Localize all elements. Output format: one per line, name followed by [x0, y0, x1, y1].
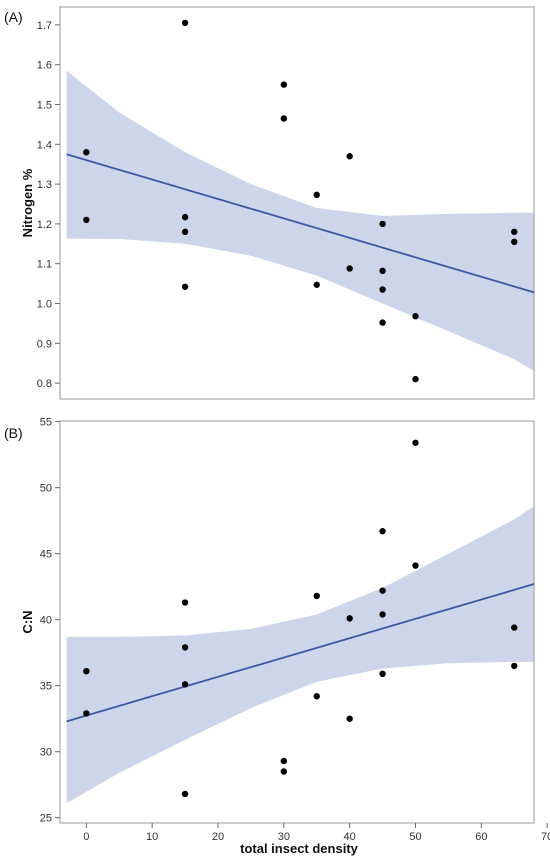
x-tick-label: 0	[83, 831, 89, 843]
y-tick-label: 35	[40, 681, 52, 693]
y-axis-title: C:N	[20, 610, 35, 633]
data-points	[83, 439, 518, 798]
y-tick-label: 1.2	[37, 219, 52, 231]
data-point	[379, 267, 386, 275]
y-tick-label: 1.1	[37, 259, 52, 271]
y-tick-label: 40	[40, 615, 52, 627]
data-point	[379, 286, 386, 293]
y-tick-label: 25	[40, 813, 52, 825]
y-tick-label: 1.6	[37, 60, 52, 72]
x-axis: 0 10 20 30 40 50 60 70	[83, 823, 550, 843]
y-tick-label: 0.8	[37, 378, 52, 390]
data-point	[511, 662, 518, 670]
data-point	[379, 528, 386, 535]
data-point	[280, 81, 288, 88]
data-point	[181, 19, 189, 27]
y-tick-label: 55	[40, 417, 52, 429]
data-point	[83, 667, 90, 675]
y-tick-label: 1.5	[37, 100, 52, 112]
regression-line	[66, 153, 535, 294]
data-point	[379, 670, 386, 678]
data-point	[280, 768, 288, 775]
data-point	[181, 228, 189, 236]
data-point	[313, 592, 320, 600]
y-axis: 0.8 0.9 1.0 1.1 1.2 1.3 1.4 1.5 1.6 1.7	[37, 20, 60, 390]
data-point	[412, 562, 419, 569]
panel-b-label: (B)	[4, 425, 23, 441]
data-point	[280, 757, 288, 765]
data-point	[346, 265, 353, 272]
data-point	[412, 439, 419, 446]
y-tick-label: 1.0	[37, 298, 52, 310]
data-point	[83, 216, 90, 224]
data-point	[83, 710, 90, 717]
data-point	[379, 587, 386, 594]
data-point	[379, 319, 386, 326]
data-point	[511, 624, 518, 631]
x-tick-label: 60	[475, 831, 487, 843]
x-tick-label: 10	[146, 831, 158, 843]
data-point	[181, 681, 189, 688]
data-point	[181, 790, 189, 798]
panel-b: (B) 25 30 35 40 45 50 55 0 10 20 30 40 50 60 70 C:N t…	[4, 417, 550, 856]
data-point	[346, 615, 353, 622]
plot-frame	[59, 420, 535, 824]
data-point	[346, 153, 353, 160]
data-point	[412, 375, 419, 383]
data-point	[412, 313, 419, 320]
x-tick-label: 30	[278, 831, 290, 843]
data-point	[313, 281, 320, 288]
y-tick-label: 30	[40, 747, 52, 759]
data-point	[181, 283, 189, 290]
y-tick-label: 45	[40, 549, 52, 561]
regression-line	[66, 583, 535, 723]
data-point	[181, 213, 189, 221]
y-tick-label: 50	[40, 483, 52, 495]
y-tick-label: 1.3	[37, 179, 52, 191]
y-tick-label: 1.4	[37, 139, 52, 151]
y-tick-label: 1.7	[37, 20, 52, 32]
data-point	[346, 715, 353, 722]
x-tick-label: 40	[344, 831, 356, 843]
confidence-band	[66, 70, 534, 372]
data-point	[83, 149, 90, 156]
panel-a-label: (A)	[4, 9, 23, 25]
plot-frame	[59, 6, 535, 400]
data-point	[280, 115, 288, 122]
x-tick-label: 20	[212, 831, 224, 843]
y-axis: 25 30 35 40 45 50 55	[40, 417, 60, 825]
x-axis-title: total insect density	[240, 841, 359, 856]
data-point	[181, 644, 189, 651]
data-point	[379, 220, 386, 228]
x-tick-label: 70	[541, 831, 550, 843]
data-point	[313, 191, 320, 199]
x-tick-label: 50	[409, 831, 421, 843]
data-point	[511, 228, 518, 236]
data-points	[83, 19, 518, 383]
data-point	[511, 238, 518, 246]
panel-a: (A) 0.8 0.9 1.0 1.1 1.2 1.3 1.4 1.5 1.6 1.7 Nitro…	[4, 6, 535, 400]
data-point	[181, 599, 189, 606]
confidence-band	[66, 506, 534, 804]
y-axis-title: Nitrogen %	[20, 168, 35, 237]
y-tick-label: 0.9	[37, 338, 52, 350]
data-point	[313, 693, 320, 700]
data-point	[379, 611, 386, 618]
